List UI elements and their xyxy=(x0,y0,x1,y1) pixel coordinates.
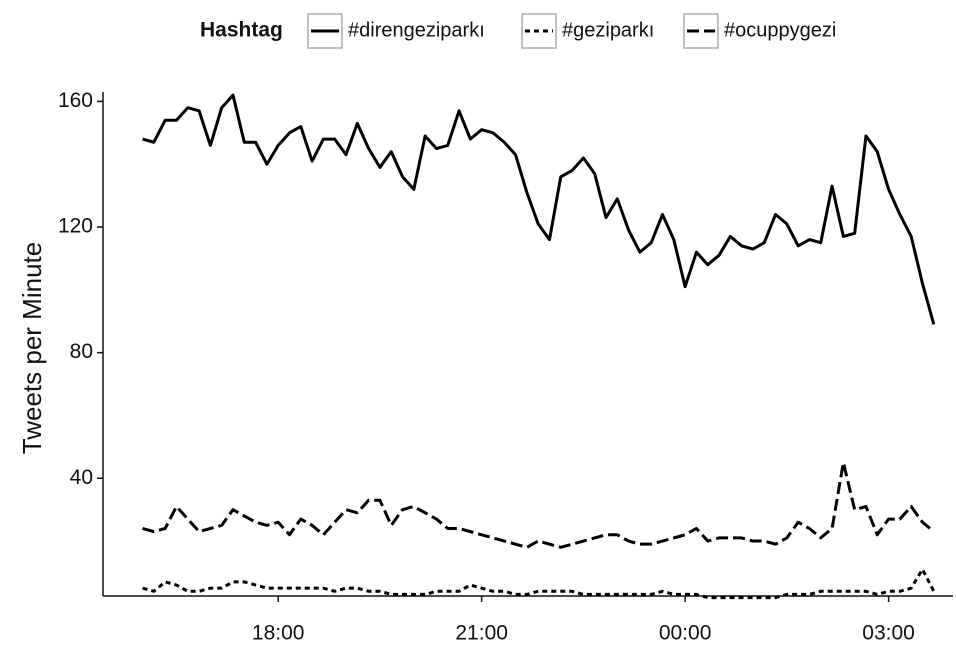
y-tick-label: 160 xyxy=(58,89,93,112)
x-tick-label: 03:00 xyxy=(862,622,915,645)
line-series xyxy=(142,93,936,325)
line-series xyxy=(142,461,935,549)
legend-label: #geziparkı xyxy=(562,19,654,41)
y-tick-label: 80 xyxy=(70,340,93,363)
y-tick-label: 120 xyxy=(58,215,93,238)
x-tick-label: 21:00 xyxy=(455,622,508,645)
x-tick-label: 00:00 xyxy=(659,622,712,645)
x-tick-label: 18:00 xyxy=(252,622,305,645)
legend-title: Hashtag xyxy=(200,19,283,42)
y-tick-label: 40 xyxy=(70,466,93,489)
line-series xyxy=(142,567,936,600)
legend-label: #direngeziparkı xyxy=(348,19,485,41)
y-axis-title: Tweets per Minute xyxy=(17,242,47,454)
legend-label: #ocuppygezi xyxy=(724,19,836,41)
